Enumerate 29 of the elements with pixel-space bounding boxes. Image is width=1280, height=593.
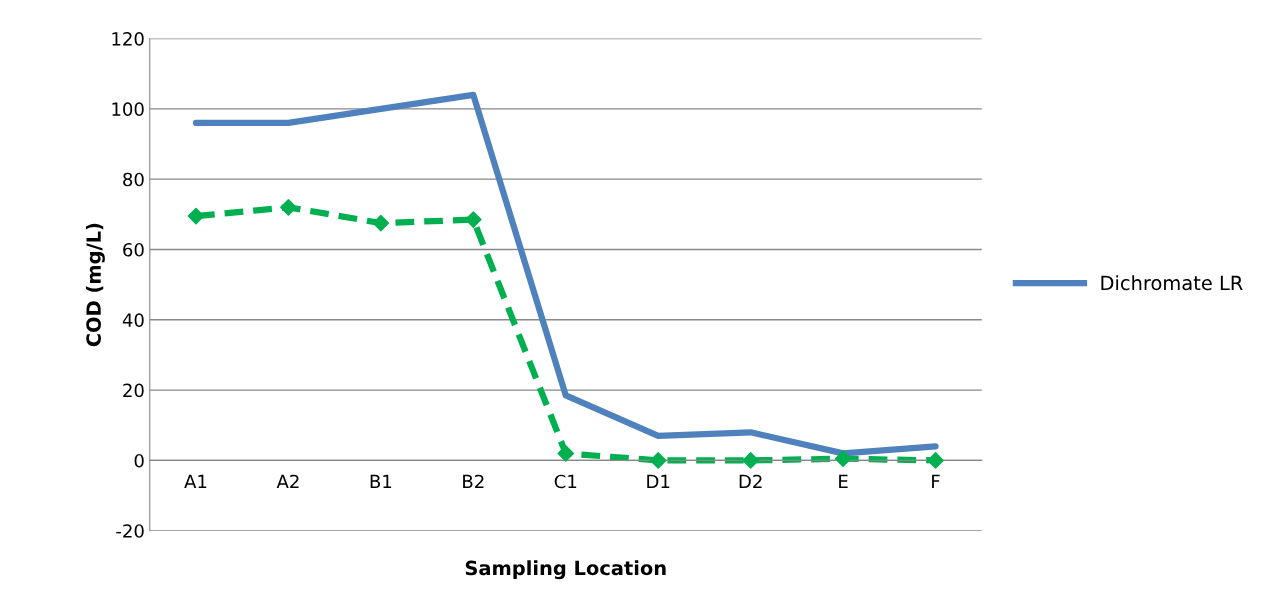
x-tick-label: E bbox=[839, 474, 848, 489]
point bbox=[742, 452, 759, 469]
point bbox=[465, 211, 482, 228]
point bbox=[649, 452, 667, 469]
point bbox=[372, 214, 390, 232]
x-tick-label: A2 bbox=[276, 474, 299, 489]
y-tick-label: 60 bbox=[123, 242, 144, 257]
point bbox=[187, 207, 205, 225]
x-tick-label: A1 bbox=[184, 474, 207, 489]
y-tick-label: -20 bbox=[116, 524, 144, 538]
x-tick-label: F bbox=[932, 474, 940, 489]
y-tick-label: 40 bbox=[122, 313, 144, 327]
x-axis-title: Sampling Location bbox=[465, 560, 666, 580]
y-tick-label: 20 bbox=[123, 383, 144, 398]
y-tick-label: 120 bbox=[112, 32, 144, 46]
x-tick-label: B1 bbox=[370, 474, 392, 489]
point bbox=[557, 445, 575, 462]
point bbox=[280, 198, 297, 216]
y-tick-label: 80 bbox=[123, 172, 144, 187]
y-tick-label: 100 bbox=[112, 102, 144, 116]
y-axis-title: COD (mg/L) bbox=[85, 223, 105, 347]
x-tick-label: D2 bbox=[739, 474, 762, 489]
point bbox=[834, 450, 852, 467]
x-tick-label: C1 bbox=[554, 474, 577, 489]
y-tick-label: 0 bbox=[134, 453, 144, 468]
x-tick-label: D1 bbox=[647, 474, 670, 489]
point bbox=[927, 452, 944, 469]
x-tick-label: B2 bbox=[463, 474, 484, 489]
legend-label: Dichromate LR bbox=[1101, 275, 1243, 291]
